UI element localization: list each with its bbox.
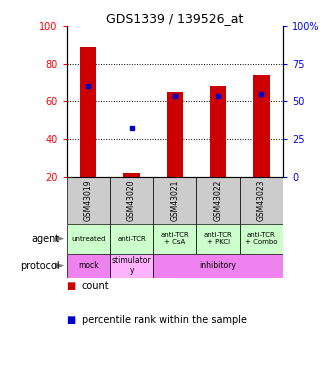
Text: protocol: protocol	[21, 261, 60, 271]
Bar	[153, 254, 283, 278]
Title: GDS1339 / 139526_at: GDS1339 / 139526_at	[106, 12, 243, 25]
Text: ►: ►	[55, 259, 65, 272]
Text: percentile rank within the sample: percentile rank within the sample	[82, 315, 246, 325]
Text: GSM43022: GSM43022	[213, 180, 223, 221]
Bar	[123, 173, 140, 177]
Bar	[67, 177, 110, 224]
Text: ►: ►	[55, 232, 65, 245]
Text: inhibitory: inhibitory	[200, 261, 236, 270]
Text: ■: ■	[67, 315, 76, 325]
Text: anti-TCR
+ CsA: anti-TCR + CsA	[161, 232, 189, 245]
Text: untreated: untreated	[71, 236, 106, 242]
Text: GSM43019: GSM43019	[84, 180, 93, 221]
Bar	[253, 75, 270, 177]
Text: anti-TCR
+ PKCi: anti-TCR + PKCi	[204, 232, 232, 245]
Bar	[210, 86, 226, 177]
Bar	[80, 47, 97, 177]
Bar	[153, 224, 196, 254]
Bar	[67, 254, 110, 278]
Bar	[153, 177, 196, 224]
Text: GSM43023: GSM43023	[257, 180, 266, 221]
Bar	[67, 224, 110, 254]
Bar	[110, 254, 153, 278]
Text: GSM43021: GSM43021	[170, 180, 179, 221]
Bar	[240, 177, 283, 224]
Text: count: count	[82, 281, 109, 291]
Text: anti-TCR
+ Combo: anti-TCR + Combo	[245, 232, 278, 245]
Text: mock: mock	[78, 261, 99, 270]
Bar	[110, 177, 153, 224]
Text: anti-TCR: anti-TCR	[117, 236, 146, 242]
Bar	[196, 224, 240, 254]
Text: GSM43020: GSM43020	[127, 180, 136, 221]
Text: stimulator
y: stimulator y	[112, 256, 151, 275]
Bar	[110, 224, 153, 254]
Bar	[166, 92, 183, 177]
Text: ■: ■	[67, 281, 76, 291]
Bar	[240, 224, 283, 254]
Text: agent: agent	[32, 234, 60, 244]
Bar	[196, 177, 240, 224]
